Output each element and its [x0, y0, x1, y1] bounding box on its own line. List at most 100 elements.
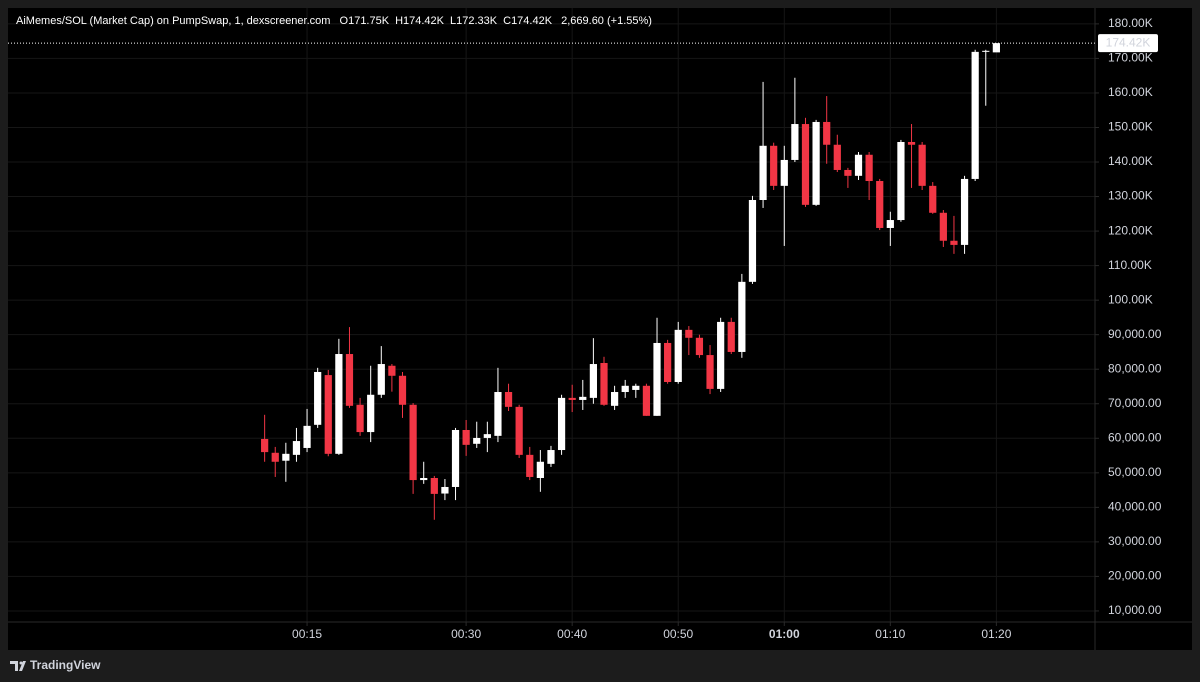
candle-body: [356, 404, 364, 433]
candle-body: [579, 396, 587, 400]
change: 2,669.60 (+1.55%): [561, 15, 652, 27]
ohlc-value: 174.42K: [511, 15, 553, 27]
candle-body: [314, 371, 322, 425]
x-tick-label: 01:20: [981, 627, 1011, 641]
y-tick-label: 60,000.00: [1108, 430, 1162, 444]
y-tick-label: 100.00K: [1108, 292, 1153, 306]
y-tick-label: 30,000.00: [1108, 534, 1162, 548]
candle-body: [303, 425, 311, 448]
candle-body: [483, 434, 491, 438]
y-tick-label: 80,000.00: [1108, 361, 1162, 375]
candle-body: [589, 364, 597, 398]
candle-body: [717, 321, 725, 389]
candle-body: [451, 429, 460, 487]
x-tick-label: 00:30: [451, 627, 481, 641]
candle-body: [738, 281, 746, 352]
candle-body: [823, 121, 831, 145]
candle-body: [642, 385, 651, 416]
candle-body: [345, 354, 354, 406]
candle-body: [759, 145, 767, 201]
candle-body: [971, 51, 979, 179]
candle-body: [653, 342, 661, 416]
candle-body: [430, 477, 438, 494]
y-tick-label: 90,000.00: [1108, 327, 1162, 341]
x-tick-label: 01:10: [875, 627, 905, 641]
candle-body: [377, 364, 385, 395]
grid: [8, 8, 1095, 622]
y-tick-label: 50,000.00: [1108, 465, 1162, 479]
candle-body: [515, 406, 523, 455]
candle-body: [982, 50, 990, 52]
last-price-label: 174.42K: [1106, 35, 1151, 49]
candle-body: [876, 181, 884, 228]
candle-body: [844, 169, 852, 176]
candle-body: [494, 392, 502, 436]
candle-body: [261, 438, 269, 453]
ohlc-prefix: C: [503, 15, 511, 27]
candle-body: [780, 159, 788, 186]
candle-body: [865, 154, 873, 182]
candle-body: [462, 429, 470, 445]
candle-body: [409, 404, 417, 481]
candle-body: [292, 441, 301, 455]
candle-body: [748, 200, 757, 282]
last-price-box: [1098, 34, 1158, 53]
y-tick-label: 120.00K: [1108, 223, 1153, 237]
candle-body: [664, 342, 672, 382]
candle-body: [960, 178, 969, 245]
ohlc-value: 174.42K: [403, 15, 445, 27]
chart-panel: [8, 8, 1192, 650]
ohlc-prefix: O: [340, 15, 349, 27]
ohlc-prefix: H: [395, 15, 403, 27]
y-tick-label: 130.00K: [1108, 189, 1153, 203]
candle-body: [929, 185, 937, 213]
candle-body: [526, 454, 534, 477]
candle-body: [557, 397, 566, 451]
candle-body: [473, 437, 481, 444]
candle-body: [621, 385, 629, 393]
x-tick-label: 00:50: [663, 627, 693, 641]
y-tick-label: 10,000.00: [1108, 603, 1162, 617]
chart-legend: AiMemes/SOL (Market Cap) on PumpSwap, 1,…: [16, 15, 652, 27]
candle-body: [632, 385, 640, 390]
brand-icon-dot: [19, 661, 23, 665]
candle-body: [547, 450, 555, 464]
candle-body: [950, 240, 958, 245]
axes: 10,000.00 20,000.00 30,000.00 40,000.00 50,0…: [8, 16, 1162, 641]
x-tick-label: 00:15: [292, 627, 322, 641]
candle-body: [907, 141, 916, 145]
candle-body: [854, 154, 863, 176]
candle-body: [897, 141, 905, 221]
candle-body: [674, 329, 682, 382]
ohlc-value: 171.75K: [348, 15, 390, 27]
candle-body: [610, 392, 619, 406]
candle-body: [335, 354, 343, 454]
ohlc-prefix: L: [450, 15, 456, 27]
candle-body: [770, 145, 778, 186]
candle-body: [282, 453, 290, 461]
ohlc-legend: O171.75K H174.42K L172.33K C174.42K: [340, 15, 553, 27]
y-tick-label: 20,000.00: [1108, 569, 1162, 583]
candle-body: [706, 355, 714, 389]
candle-body: [812, 121, 820, 205]
y-tick-label: 110.00K: [1108, 258, 1152, 272]
y-tick-label: 150.00K: [1108, 120, 1153, 134]
candles: [261, 43, 1000, 520]
brand-name: TradingView: [30, 658, 101, 672]
candle-body: [420, 477, 428, 481]
candle-body: [727, 321, 735, 352]
candle-body: [398, 375, 407, 405]
candle-body: [536, 461, 544, 478]
candle-body: [504, 392, 513, 407]
candle-body: [886, 220, 894, 228]
candle-body: [833, 144, 841, 170]
brand-logo: TradingView: [10, 658, 101, 672]
candle-body: [801, 124, 810, 205]
candle-body: [367, 394, 375, 433]
candle-body: [271, 452, 279, 462]
x-tick-label: 00:40: [557, 627, 587, 641]
candle-body: [600, 363, 608, 405]
candle-body: [918, 144, 926, 186]
y-tick-label: 180.00K: [1108, 16, 1153, 30]
